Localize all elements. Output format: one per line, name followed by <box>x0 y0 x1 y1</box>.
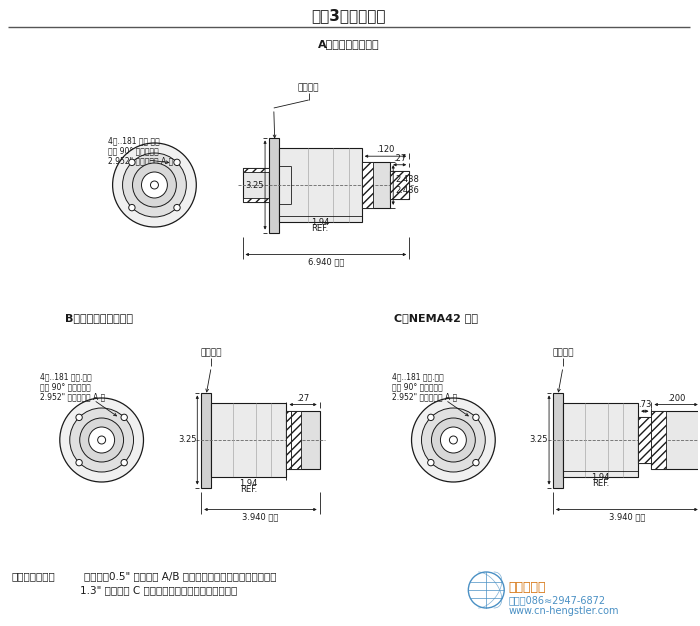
Text: 西安德伍拓: 西安德伍拓 <box>508 581 546 594</box>
Text: REF.: REF. <box>312 224 329 233</box>
Circle shape <box>70 408 134 472</box>
Circle shape <box>428 414 434 421</box>
Bar <box>279 148 362 222</box>
Bar <box>286 411 291 470</box>
Bar <box>638 417 652 463</box>
Circle shape <box>129 159 135 165</box>
Bar <box>362 162 390 208</box>
Text: .27: .27 <box>393 154 406 163</box>
Circle shape <box>174 205 180 211</box>
Text: .200: .200 <box>667 394 685 403</box>
Text: .120: .120 <box>377 145 395 154</box>
Text: 安装表面: 安装表面 <box>200 349 222 357</box>
Text: 6.940 最大: 6.940 最大 <box>308 257 344 267</box>
Bar <box>390 171 409 199</box>
Text: 4孔..181 直径.相等
间隔 90° 均匀分布在
2.952" 中心间距的 A 上: 4孔..181 直径.相等 间隔 90° 均匀分布在 2.952" 中心间距的 … <box>391 372 457 402</box>
Circle shape <box>76 459 83 466</box>
Circle shape <box>98 436 106 444</box>
Circle shape <box>122 153 186 217</box>
Bar <box>563 403 638 477</box>
Text: A：带导向器的法兰: A：带导向器的法兰 <box>318 39 379 49</box>
Circle shape <box>76 414 83 421</box>
Text: REF.: REF. <box>592 479 609 488</box>
Bar <box>291 411 302 470</box>
Text: 4孔..181 直径.相等
间隔 90° 均匀分布在
2.952" 中心间距的 A 上: 4孔..181 直径.相等 间隔 90° 均匀分布在 2.952" 中心间距的 … <box>40 372 105 402</box>
Circle shape <box>421 408 485 472</box>
Text: 4孔..181 直径.相等
间隔 90° 均匀分布在
2.952" 中心间距的 A 上: 4孔..181 直径.相等 间隔 90° 均匀分布在 2.952" 中心间距的 … <box>108 136 173 166</box>
Bar <box>242 198 269 202</box>
Bar <box>652 411 700 470</box>
Circle shape <box>121 459 127 466</box>
Bar <box>202 393 211 488</box>
Circle shape <box>121 414 127 421</box>
Bar <box>242 168 269 172</box>
Text: 相匹配的轴长度: 相匹配的轴长度 <box>12 571 56 581</box>
Circle shape <box>132 163 176 207</box>
Circle shape <box>440 427 466 453</box>
Bar <box>638 417 652 463</box>
Circle shape <box>174 159 180 165</box>
Circle shape <box>449 436 457 444</box>
Bar <box>362 162 373 208</box>
Text: B：不带导向器的法兰: B：不带导向器的法兰 <box>65 313 133 323</box>
Circle shape <box>428 459 434 466</box>
Bar <box>211 403 286 477</box>
Bar <box>652 411 666 470</box>
Text: 2.438
2.436: 2.438 2.436 <box>395 175 419 195</box>
Text: 3.25: 3.25 <box>246 180 264 190</box>
Text: 1.94: 1.94 <box>592 473 610 482</box>
Circle shape <box>129 205 135 211</box>
Text: .73: .73 <box>638 400 652 409</box>
Text: .27: .27 <box>296 394 309 403</box>
Text: 代码3：机械参数: 代码3：机械参数 <box>312 9 386 24</box>
Circle shape <box>89 427 115 453</box>
Text: 3.940 最大: 3.940 最大 <box>242 513 279 521</box>
Text: ：典型：0.5" 最大，从 A/B 安装表面测量在连接器内的长度。: ：典型：0.5" 最大，从 A/B 安装表面测量在连接器内的长度。 <box>84 571 276 581</box>
Circle shape <box>113 143 196 227</box>
Text: 3.25: 3.25 <box>178 436 196 444</box>
Circle shape <box>473 414 479 421</box>
Circle shape <box>431 418 475 462</box>
Text: 安装表面: 安装表面 <box>298 83 319 93</box>
Text: 安装表面: 安装表面 <box>552 349 574 357</box>
Text: 1.94: 1.94 <box>239 480 258 488</box>
Circle shape <box>473 459 479 466</box>
Circle shape <box>412 398 495 482</box>
Bar <box>242 168 269 202</box>
Text: 电话：086≈2947-6872: 电话：086≈2947-6872 <box>508 595 606 605</box>
Circle shape <box>141 172 167 198</box>
Text: 1.3" 最大，从 C 安装表面测量在连接器内的长度。: 1.3" 最大，从 C 安装表面测量在连接器内的长度。 <box>80 585 237 595</box>
Circle shape <box>150 181 158 189</box>
Bar <box>390 171 409 199</box>
Circle shape <box>80 418 124 462</box>
Text: 3.25: 3.25 <box>530 436 548 444</box>
Text: 1.94: 1.94 <box>311 218 329 227</box>
Text: REF.: REF. <box>240 485 257 495</box>
Bar <box>286 411 320 470</box>
Bar <box>269 138 279 232</box>
Text: www.cn-hengstler.com: www.cn-hengstler.com <box>508 606 619 616</box>
Bar <box>553 393 563 488</box>
Text: 3.940 最大: 3.940 最大 <box>609 513 645 521</box>
Text: C：NEMA42 法兰: C：NEMA42 法兰 <box>393 313 477 323</box>
Circle shape <box>60 398 144 482</box>
